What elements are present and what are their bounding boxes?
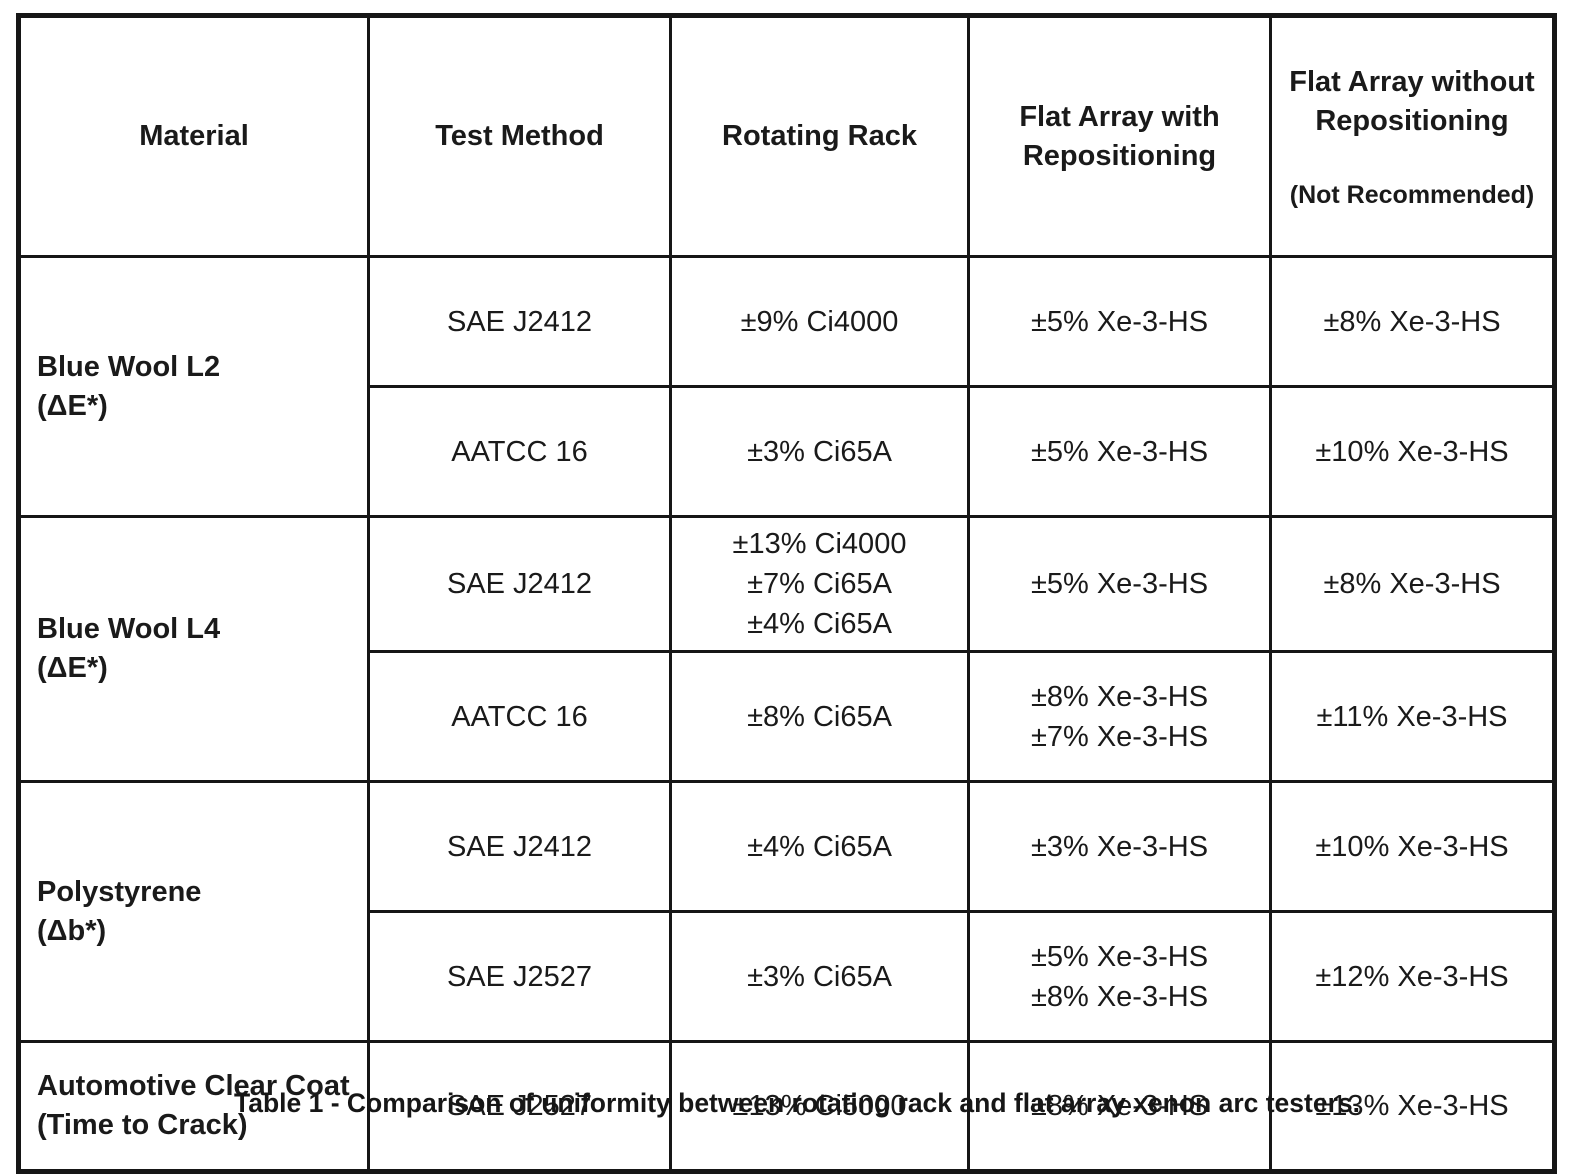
flat-array-without-cell: ±11% Xe-3-HS xyxy=(1269,650,1556,783)
rotating-rack-cell: ±13% Ci4000 ±7% Ci65A ±4% Ci65A xyxy=(669,515,970,653)
table-row: Blue Wool L4 (ΔE*) SAE J2412 ±13% Ci4000… xyxy=(17,515,1556,783)
col-header-rotating-rack: Rotating Rack xyxy=(669,14,970,258)
flat-array-without-cell: ±10% Xe-3-HS xyxy=(1269,385,1556,518)
flat-array-without-cell: ±8% Xe-3-HS xyxy=(1269,515,1556,653)
rotating-rack-cell: ±4% Ci65A xyxy=(669,780,970,913)
not-recommended-note: (Not Recommended) xyxy=(1289,181,1535,209)
test-method-cell: SAE J2527 xyxy=(367,910,672,1043)
col-header-flat-array-without-title: Flat Array without Repositioning xyxy=(1289,66,1535,137)
flat-array-with-cell: ±5% Xe-3-HS xyxy=(967,515,1272,653)
test-method-cell: AATCC 16 xyxy=(367,385,672,518)
table-row: Blue Wool L2 (ΔE*) SAE J2412 ±9% Ci4000 … xyxy=(17,255,1556,518)
flat-array-with-cell: ±5% Xe-3-HS ±8% Xe-3-HS xyxy=(967,910,1272,1043)
col-header-flat-array-without: Flat Array without Repositioning (Not Re… xyxy=(1269,14,1556,258)
flat-array-with-cell: ±3% Xe-3-HS xyxy=(967,780,1272,913)
material-cell-polystyrene: Polystyrene (Δb*) xyxy=(17,780,370,1043)
document-page: Material Test Method Rotating Rack Flat … xyxy=(16,13,1557,1174)
col-header-material: Material xyxy=(17,14,370,258)
table-caption: Table 1 - Comparison of uniformity betwe… xyxy=(233,1088,1361,1118)
material-cell-blue-wool-l2: Blue Wool L2 (ΔE*) xyxy=(17,255,370,518)
rotating-rack-cell: ±8% Ci65A xyxy=(669,650,970,783)
header-row: Material Test Method Rotating Rack Flat … xyxy=(17,14,1556,258)
uniformity-table: Material Test Method Rotating Rack Flat … xyxy=(16,13,1557,1174)
flat-array-without-cell: ±12% Xe-3-HS xyxy=(1269,910,1556,1043)
test-method-cell: AATCC 16 xyxy=(367,650,672,783)
material-cell-blue-wool-l4: Blue Wool L4 (ΔE*) xyxy=(17,515,370,783)
flat-array-with-cell: ±8% Xe-3-HS ±7% Xe-3-HS xyxy=(967,650,1272,783)
flat-array-without-cell: ±10% Xe-3-HS xyxy=(1269,780,1556,913)
flat-array-with-cell: ±5% Xe-3-HS xyxy=(967,255,1272,388)
flat-array-without-cell: ±8% Xe-3-HS xyxy=(1269,255,1556,388)
test-method-cell: SAE J2412 xyxy=(367,780,672,913)
rotating-rack-cell: ±3% Ci65A xyxy=(669,910,970,1043)
table-row: AATCC 16 ±3% Ci65A ±5% Xe-3-HS ±10% Xe-3… xyxy=(19,385,1556,518)
test-method-cell: SAE J2412 xyxy=(367,515,672,653)
table-row: Polystyrene (Δb*) SAE J2412 ±4% Ci65A ±3… xyxy=(17,780,1556,1043)
col-header-flat-array-with: Flat Array with Repositioning xyxy=(967,14,1272,258)
table-row: AATCC 16 ±8% Ci65A ±8% Xe-3-HS ±7% Xe-3-… xyxy=(19,650,1556,783)
test-method-cell: SAE J2412 xyxy=(367,255,672,388)
rotating-rack-cell: ±3% Ci65A xyxy=(669,385,970,518)
flat-array-with-cell: ±5% Xe-3-HS xyxy=(967,385,1272,518)
table-row: SAE J2527 ±3% Ci65A ±5% Xe-3-HS ±8% Xe-3… xyxy=(19,910,1556,1043)
rotating-rack-cell: ±9% Ci4000 xyxy=(669,255,970,388)
col-header-test-method: Test Method xyxy=(367,14,672,258)
